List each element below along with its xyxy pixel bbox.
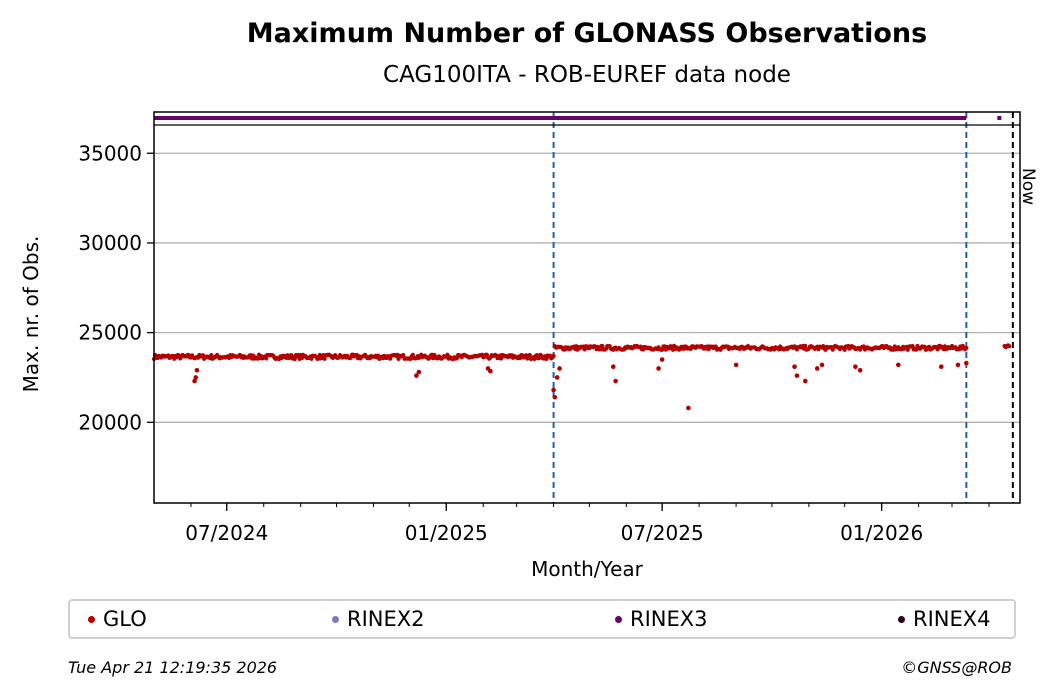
x-tick-label: 01/2025: [405, 521, 488, 545]
legend-marker-rinex4: [898, 615, 905, 623]
x-axis-ticks: 07/2024 01/2025 07/2025 01/2026: [185, 503, 990, 545]
y-axis-label: Max. nr. of Obs.: [19, 236, 43, 393]
glo-outlier-point: [656, 366, 661, 371]
glo-outlier-point: [193, 375, 199, 380]
y-tick-label: 20000: [78, 410, 142, 434]
glo-outlier-point: [733, 362, 739, 368]
glo-outlier-point: [792, 364, 797, 369]
glo-outlier-point: [192, 378, 197, 384]
glo-point: [910, 343, 915, 349]
y-tick-label: 25000: [78, 321, 142, 345]
glo-outlier-point: [194, 367, 200, 373]
glo-point: [499, 356, 504, 361]
glo-point: [1007, 344, 1012, 349]
legend-item-glo: GLO: [88, 601, 147, 637]
chart-title: Maximum Number of GLONASS Observations: [247, 18, 927, 49]
glo-outlier-point: [857, 367, 863, 373]
glo-point: [401, 353, 406, 358]
legend-marker-glo: [88, 615, 95, 623]
glo-point: [803, 343, 808, 349]
glo-outlier-point: [686, 405, 691, 411]
glo-outlier-point: [613, 378, 618, 384]
glo-point: [660, 347, 665, 352]
x-tick-label: 07/2024: [185, 521, 268, 545]
x-tick-label: 07/2025: [621, 521, 704, 545]
chart-subtitle: CAG100ITA - ROB-EUREF data node: [383, 62, 791, 88]
legend-label-glo: GLO: [103, 607, 147, 631]
glo-outlier-point: [802, 378, 808, 384]
glo-outlier-point: [819, 362, 825, 368]
glo-outlier-point: [794, 373, 800, 378]
glo-outlier-point: [610, 364, 616, 369]
glo-point: [410, 352, 415, 358]
legend-marker-rinex3: [615, 615, 622, 623]
footer-timestamp: Tue Apr 21 12:19:35 2026: [68, 658, 278, 677]
y-axis-ticks: 20000 25000 30000 35000: [78, 141, 154, 434]
x-tick-label: 01/2026: [840, 521, 923, 545]
glo-point: [598, 347, 603, 352]
glo-point: [551, 353, 556, 358]
glo-points: [151, 343, 1012, 411]
rinex-band: [154, 116, 1020, 126]
legend-label-rinex3: RINEX3: [630, 607, 708, 631]
glo-point: [292, 356, 297, 362]
glo-outlier-point: [557, 366, 562, 371]
legend: GLO RINEX2 RINEX3 RINEX4: [68, 599, 1016, 639]
footer-credit: ©GNSS@ROB: [901, 658, 1012, 677]
now-label: Now: [1018, 168, 1038, 205]
y-tick-label: 35000: [78, 141, 142, 165]
glo-outlier-point: [955, 362, 961, 368]
glo-outlier-point: [853, 364, 858, 369]
glo-outlier-point: [416, 369, 422, 375]
x-axis-label: Month/Year: [531, 557, 644, 581]
glo-outlier-point: [552, 394, 558, 400]
glo-outlier-point: [659, 357, 665, 362]
glo-point: [905, 347, 910, 352]
glo-outlier-point: [814, 366, 820, 371]
legend-item-rinex2: RINEX2: [332, 601, 425, 637]
glo-point: [322, 356, 327, 361]
glo-outlier-point: [896, 362, 901, 368]
vertical-markers: Now: [552, 112, 1038, 503]
grid-lines: [154, 152, 1020, 423]
legend-label-rinex2: RINEX2: [347, 607, 425, 631]
legend-label-rinex4: RINEX4: [913, 607, 991, 631]
glo-outlier-point: [488, 368, 493, 374]
glo-point: [600, 343, 605, 349]
plot-frame: [153, 111, 1021, 504]
legend-item-rinex4: RINEX4: [898, 601, 991, 637]
y-tick-label: 30000: [78, 231, 142, 255]
glo-outlier-point: [554, 375, 560, 380]
legend-item-rinex3: RINEX3: [615, 601, 708, 637]
glo-outlier-point: [551, 387, 556, 393]
glo-point: [264, 356, 269, 361]
glo-outlier-point: [938, 364, 944, 369]
legend-marker-rinex2: [332, 615, 339, 623]
glo-outlier-point: [964, 360, 969, 366]
glo-point: [964, 345, 969, 351]
glo-point: [527, 352, 532, 358]
glo-outlier-point: [414, 373, 419, 378]
